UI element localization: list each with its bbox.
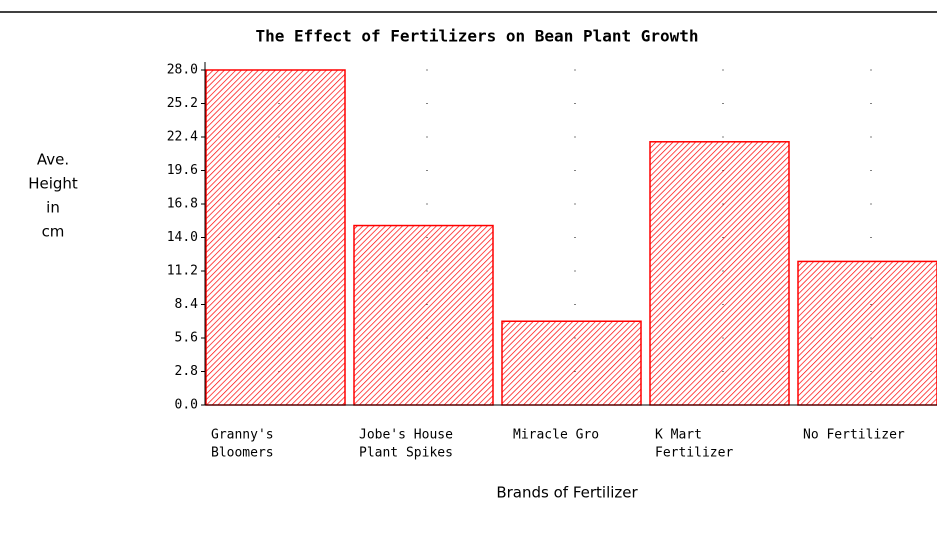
x-tick-label: Bloomers <box>211 446 274 461</box>
y-axis-label: in <box>46 199 60 217</box>
x-axis-label: Brands of Fertilizer <box>496 484 638 502</box>
y-tick-label: 5.6 <box>175 331 198 346</box>
y-tick-label: 22.4 <box>167 130 198 145</box>
y-axis-label: Ave. <box>37 151 69 169</box>
y-axis-label: Height <box>28 175 78 193</box>
x-tick-label: Plant Spikes <box>359 446 453 461</box>
y-tick-label: 2.8 <box>175 364 198 379</box>
y-tick-label: 11.2 <box>167 264 198 279</box>
bar <box>205 69 346 406</box>
chart-title: The Effect of Fertilizers on Bean Plant … <box>255 27 698 46</box>
bar <box>353 224 494 406</box>
y-tick-label: 8.4 <box>175 297 199 312</box>
y-tick-label: 19.6 <box>167 163 198 178</box>
x-tick-label: Jobe's House <box>359 428 453 443</box>
x-tick-label: Fertilizer <box>655 446 733 461</box>
x-tick-label: K Mart <box>655 428 702 443</box>
x-tick-label: Miracle Gro <box>513 428 599 443</box>
y-tick-label: 16.8 <box>167 197 198 212</box>
y-tick-label: 0.0 <box>175 398 198 413</box>
bar <box>797 260 937 406</box>
y-axis-label: cm <box>42 223 65 241</box>
bar <box>649 141 790 406</box>
y-tick-label: 25.2 <box>167 96 198 111</box>
bar <box>501 320 642 406</box>
x-tick-label: No Fertilizer <box>803 428 905 443</box>
y-tick-label: 14.0 <box>167 230 198 245</box>
x-tick-label: Granny's <box>211 428 274 443</box>
y-tick-label: 28.0 <box>167 63 198 78</box>
